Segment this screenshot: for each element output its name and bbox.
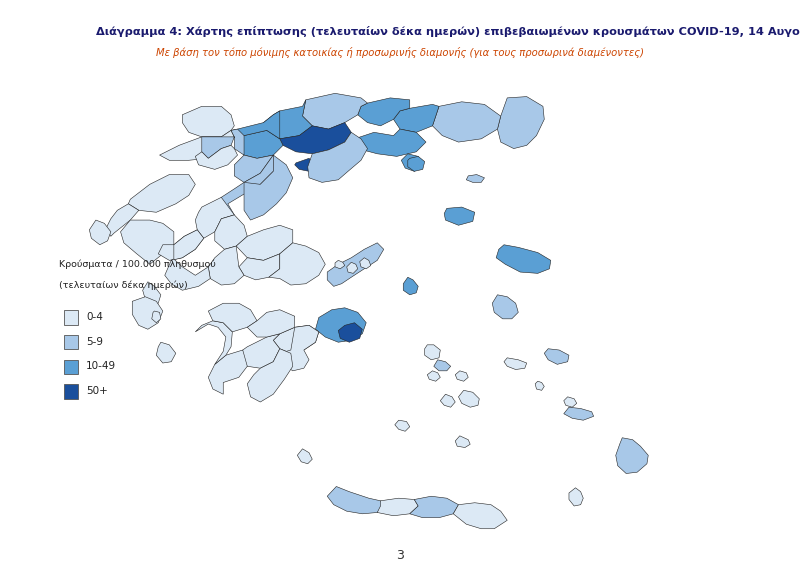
Polygon shape <box>403 277 418 295</box>
Polygon shape <box>402 154 422 171</box>
Text: Κρούσματα / 100.000 πληθυσμού: Κρούσματα / 100.000 πληθυσμού <box>59 259 215 269</box>
Polygon shape <box>378 498 418 516</box>
Polygon shape <box>208 303 257 332</box>
Polygon shape <box>427 371 440 381</box>
Polygon shape <box>159 130 234 160</box>
Polygon shape <box>496 245 550 274</box>
Polygon shape <box>156 342 176 363</box>
Polygon shape <box>195 145 238 169</box>
Polygon shape <box>354 129 426 156</box>
Polygon shape <box>498 97 544 149</box>
Polygon shape <box>535 381 544 391</box>
Text: (τελευταίων δέκα ημερών): (τελευταίων δέκα ημερών) <box>59 281 187 290</box>
Polygon shape <box>247 310 294 337</box>
FancyBboxPatch shape <box>64 310 78 325</box>
Polygon shape <box>346 262 358 274</box>
FancyBboxPatch shape <box>64 360 78 374</box>
Polygon shape <box>208 350 247 394</box>
Text: Διάγραμμα 4: Χάρτης επίπτωσης (τελευταίων δέκα ημερών) επιβεβαιωμένων κρουσμάτων: Διάγραμμα 4: Χάρτης επίπτωσης (τελευταίω… <box>96 26 800 37</box>
Polygon shape <box>327 487 384 514</box>
Polygon shape <box>335 260 345 269</box>
Polygon shape <box>195 321 232 365</box>
Polygon shape <box>263 100 312 139</box>
Polygon shape <box>338 323 362 342</box>
Polygon shape <box>90 220 111 245</box>
Polygon shape <box>152 311 161 323</box>
Polygon shape <box>327 243 384 286</box>
Polygon shape <box>458 391 479 407</box>
Polygon shape <box>158 230 204 260</box>
Polygon shape <box>455 436 470 448</box>
Text: 50+: 50+ <box>86 386 108 396</box>
Polygon shape <box>410 497 458 518</box>
Polygon shape <box>247 348 293 402</box>
Polygon shape <box>269 243 326 285</box>
Polygon shape <box>302 93 367 129</box>
Polygon shape <box>202 129 244 158</box>
Polygon shape <box>274 325 318 353</box>
Polygon shape <box>182 107 234 137</box>
FancyBboxPatch shape <box>64 384 78 399</box>
Polygon shape <box>239 254 280 280</box>
Polygon shape <box>504 358 526 370</box>
Polygon shape <box>280 123 351 154</box>
Polygon shape <box>440 394 455 407</box>
Polygon shape <box>425 345 440 360</box>
Polygon shape <box>142 282 161 306</box>
Polygon shape <box>616 438 648 473</box>
Polygon shape <box>358 98 410 126</box>
Polygon shape <box>236 225 293 260</box>
Polygon shape <box>238 130 283 158</box>
Polygon shape <box>408 156 425 171</box>
Polygon shape <box>298 449 312 464</box>
Polygon shape <box>214 155 274 219</box>
Polygon shape <box>171 230 204 260</box>
Polygon shape <box>195 198 234 238</box>
Polygon shape <box>434 360 450 371</box>
Polygon shape <box>444 207 474 225</box>
Polygon shape <box>244 155 293 220</box>
Polygon shape <box>394 104 439 132</box>
Polygon shape <box>208 246 244 285</box>
Polygon shape <box>395 420 410 431</box>
Polygon shape <box>564 407 594 420</box>
Text: 10-49: 10-49 <box>86 361 116 372</box>
Text: 3: 3 <box>396 548 404 562</box>
Polygon shape <box>214 215 247 249</box>
Polygon shape <box>121 220 174 264</box>
Polygon shape <box>239 334 280 368</box>
Polygon shape <box>280 325 318 371</box>
Polygon shape <box>165 259 210 290</box>
Polygon shape <box>128 175 195 213</box>
Polygon shape <box>294 158 315 171</box>
Polygon shape <box>315 308 366 342</box>
Polygon shape <box>132 297 163 329</box>
Polygon shape <box>454 503 507 529</box>
Polygon shape <box>564 397 577 407</box>
Polygon shape <box>544 348 569 365</box>
Text: 0-4: 0-4 <box>86 312 103 322</box>
Polygon shape <box>433 102 501 142</box>
Polygon shape <box>234 155 274 183</box>
Polygon shape <box>455 371 468 381</box>
Polygon shape <box>492 295 518 319</box>
Polygon shape <box>308 132 367 183</box>
Text: Με βάση τον τόπο μόνιμης κατοικίας ή προσωρινής διαμονής (για τους προσωρινά δια: Με βάση τον τόπο μόνιμης κατοικίας ή προ… <box>156 47 644 58</box>
Polygon shape <box>106 204 138 236</box>
Text: 5-9: 5-9 <box>86 336 103 347</box>
FancyBboxPatch shape <box>64 335 78 350</box>
Polygon shape <box>360 257 370 269</box>
Polygon shape <box>231 111 280 139</box>
Polygon shape <box>466 175 485 183</box>
Polygon shape <box>569 488 583 506</box>
